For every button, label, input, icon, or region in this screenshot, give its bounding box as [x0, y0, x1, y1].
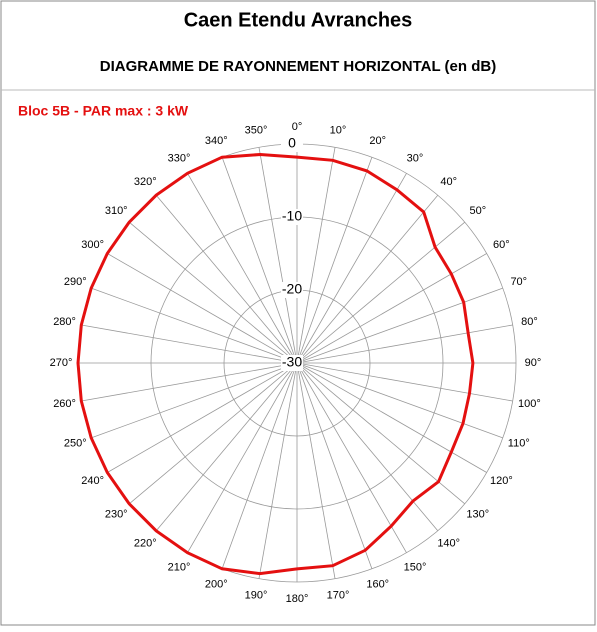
spoke: [155, 194, 298, 364]
spoke: [296, 362, 503, 439]
angle-label: 0°: [292, 121, 303, 133]
spoke: [221, 157, 298, 364]
spoke: [81, 324, 298, 364]
spoke: [91, 362, 298, 439]
radial-tick-label: -20: [282, 281, 302, 297]
chart-title: Caen Etendu Avranches: [184, 9, 413, 31]
angle-label: 270°: [50, 357, 73, 369]
spoke: [296, 287, 503, 364]
angle-label: 120°: [490, 475, 513, 487]
angle-label: 250°: [64, 438, 87, 450]
spoke: [296, 324, 513, 364]
angle-label: 140°: [437, 538, 460, 550]
radial-tick-label: 0: [288, 135, 296, 151]
angle-label: 170°: [327, 589, 350, 601]
angle-label: 60°: [493, 239, 510, 251]
spoke: [296, 362, 336, 579]
angle-label: 70°: [510, 276, 527, 288]
spoke: [81, 362, 298, 402]
angle-label: 110°: [508, 438, 530, 450]
spoke: [296, 221, 466, 364]
spoke: [296, 362, 407, 553]
angle-label: 50°: [469, 205, 486, 217]
angle-label: 90°: [525, 357, 542, 369]
angle-label: 130°: [466, 509, 489, 521]
spoke: [107, 253, 298, 364]
angle-label: 310°: [105, 205, 128, 217]
chart-subtitle: DIAGRAMME DE RAYONNEMENT HORIZONTAL (en …: [100, 58, 496, 75]
angle-label: 340°: [205, 135, 228, 147]
tick-label-bg: [281, 282, 303, 298]
angle-label: 280°: [53, 316, 76, 328]
spoke: [296, 362, 513, 402]
angle-label: 230°: [105, 509, 128, 521]
tick-label-bg: [281, 209, 303, 225]
angle-label: 350°: [245, 124, 268, 136]
spoke: [296, 147, 336, 364]
radial-tick-label: -30: [282, 354, 302, 370]
angle-label: 30°: [407, 153, 424, 165]
spoke: [258, 362, 298, 579]
spoke: [296, 253, 487, 364]
series-line: [76, 152, 475, 576]
angle-label: 10°: [330, 124, 347, 136]
tick-label-bg: [281, 355, 303, 371]
spoke: [296, 157, 373, 364]
angle-label: 80°: [521, 316, 538, 328]
angle-label: 40°: [440, 176, 457, 188]
angle-label: 300°: [81, 239, 104, 251]
angle-label: 220°: [134, 538, 157, 550]
angle-label: 330°: [168, 153, 191, 165]
angle-label: 100°: [518, 398, 541, 410]
angle-label: 180°: [286, 593, 309, 605]
legend-entry: Bloc 5B - PAR max : 3 kW: [18, 103, 189, 119]
radial-tick-label: -10: [282, 208, 302, 224]
angle-label: 320°: [134, 176, 157, 188]
spoke: [155, 362, 298, 532]
angle-label: 240°: [81, 475, 104, 487]
angle-label: 290°: [64, 276, 87, 288]
angle-label: 20°: [369, 135, 386, 147]
spoke: [296, 362, 439, 532]
spoke: [221, 362, 298, 569]
angle-label: 150°: [404, 561, 427, 573]
spoke: [128, 362, 298, 505]
spoke: [128, 221, 298, 364]
spoke: [91, 287, 298, 364]
spoke: [296, 194, 439, 364]
angle-label: 210°: [168, 561, 191, 573]
angle-label: 260°: [53, 398, 76, 410]
spoke: [107, 362, 298, 473]
spoke: [296, 362, 466, 505]
angle-label: 200°: [205, 579, 228, 591]
spoke: [187, 173, 298, 364]
spoke: [296, 362, 487, 473]
spoke: [296, 362, 373, 569]
spoke: [296, 173, 407, 364]
angle-label: 160°: [366, 579, 389, 591]
angle-label: 190°: [245, 589, 268, 601]
spoke: [258, 147, 298, 364]
tick-label-bg: [281, 136, 303, 152]
spoke: [187, 362, 298, 553]
